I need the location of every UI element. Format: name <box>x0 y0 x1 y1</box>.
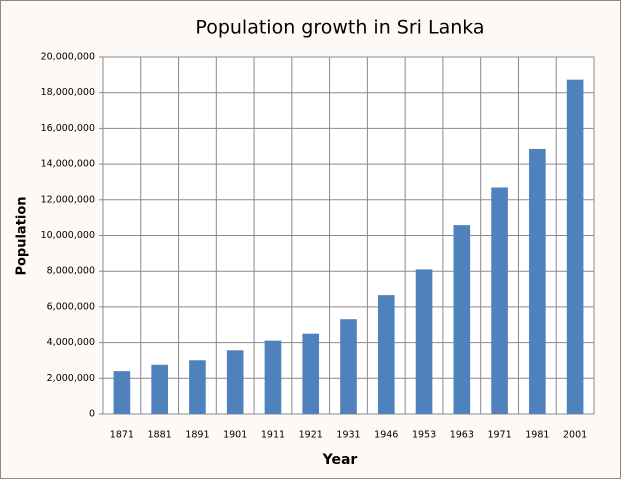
x-tick-label: 1891 <box>185 430 209 441</box>
y-tick-label: 12,000,000 <box>41 194 95 205</box>
bar <box>151 364 168 414</box>
y-tick-label: 8,000,000 <box>47 266 95 277</box>
bar <box>415 269 433 414</box>
bar <box>453 225 471 414</box>
x-tick-label: 1931 <box>336 430 360 441</box>
bar <box>491 187 508 414</box>
x-tick-label: 1971 <box>487 430 511 441</box>
x-tick-label: 1963 <box>450 430 474 441</box>
x-tick-label: 1953 <box>412 430 436 441</box>
y-tick-label: 2,000,000 <box>47 373 95 384</box>
x-tick-label: 1981 <box>525 430 549 441</box>
bar <box>340 319 357 414</box>
y-tick-label: 18,000,000 <box>41 87 95 98</box>
x-tick-label: 1911 <box>261 430 285 441</box>
y-tick-label: 6,000,000 <box>47 301 95 312</box>
y-tick-label: 10,000,000 <box>41 230 95 241</box>
bar <box>113 371 131 414</box>
bar <box>529 148 546 415</box>
bar <box>566 79 584 415</box>
x-tick-label: 1946 <box>374 430 398 441</box>
bar <box>189 360 206 414</box>
x-tick-label: 2001 <box>563 430 587 441</box>
bar <box>264 340 282 414</box>
x-tick-label: 1921 <box>299 430 323 441</box>
x-tick-label: 1871 <box>110 430 134 441</box>
x-axis-label: Year <box>322 452 358 468</box>
y-tick-label: 0 <box>89 409 95 420</box>
chart-title: Population growth in Sri Lanka <box>195 17 484 39</box>
y-axis-label: Population <box>15 196 30 275</box>
bar <box>302 333 320 414</box>
bar <box>226 350 244 414</box>
y-tick-label: 20,000,000 <box>41 52 95 63</box>
x-tick-label: 1901 <box>223 430 247 441</box>
x-tick-label: 1881 <box>148 430 172 441</box>
y-tick-label: 14,000,000 <box>41 159 95 170</box>
bar <box>377 295 395 414</box>
y-tick-label: 4,000,000 <box>47 337 95 348</box>
y-tick-label: 16,000,000 <box>41 123 95 134</box>
